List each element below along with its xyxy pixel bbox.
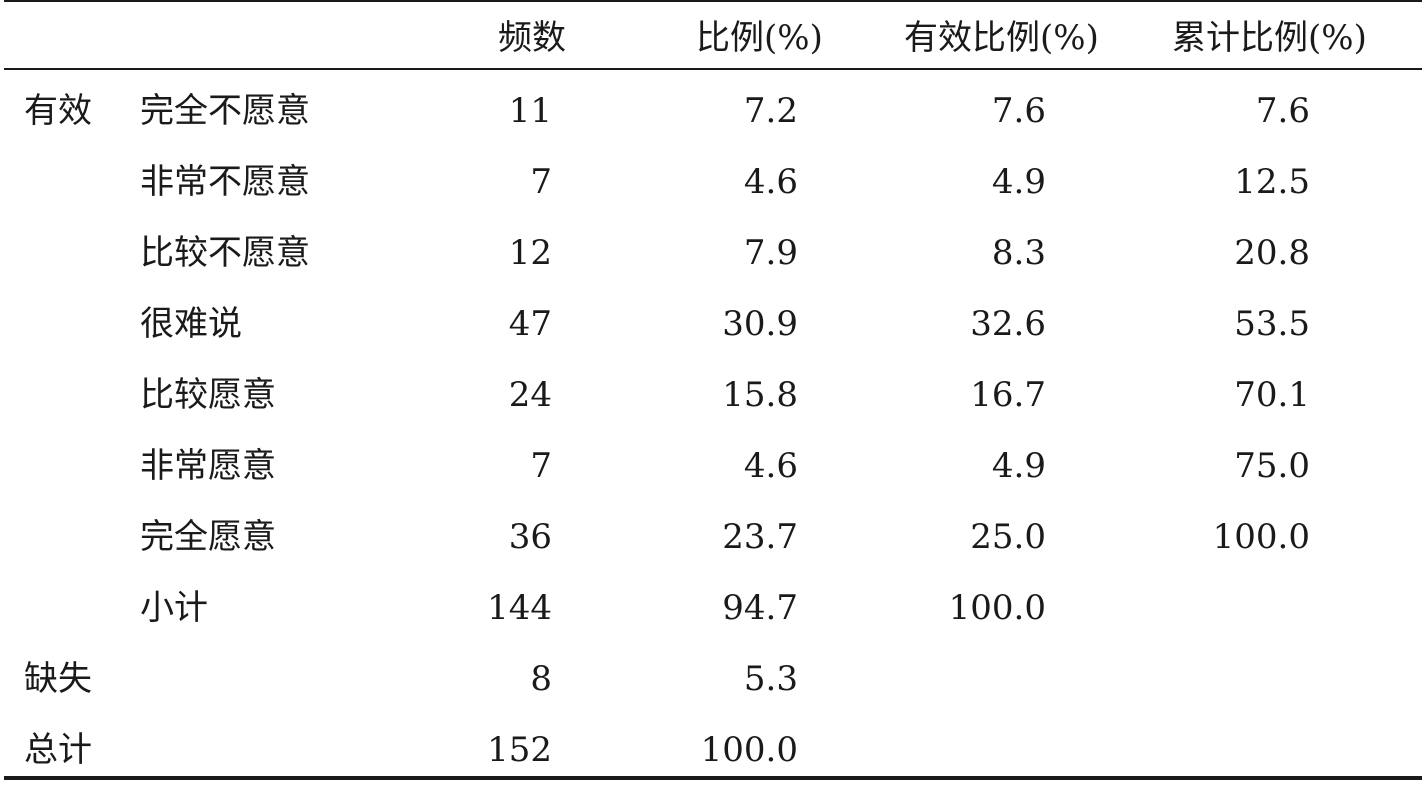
row-cumulative-percent: 100.0: [1212, 517, 1310, 557]
row-group: 有效: [24, 91, 92, 131]
row-label: 很难说: [140, 304, 242, 344]
row-percent: 23.7: [722, 517, 798, 557]
row-label: 完全不愿意: [140, 91, 310, 131]
row-label: 小计: [140, 588, 208, 628]
row-percent: 7.9: [743, 233, 798, 273]
row-valid-percent: 100.0: [948, 588, 1046, 628]
row-valid-percent: 4.9: [991, 446, 1046, 486]
row-percent: 7.2: [743, 91, 798, 131]
table-row-subtotal: 小计 144 94.7 100.0: [4, 574, 1422, 645]
row-freq: 36: [508, 517, 552, 557]
table-header-rule: [4, 68, 1422, 70]
table-row: 很难说 47 30.9 32.6 53.5: [4, 290, 1422, 361]
table-header-row: 频数 比例(%) 有效比例(%) 累计比例(%): [4, 10, 1422, 68]
row-cumulative-percent: 20.8: [1234, 233, 1310, 273]
row-valid-percent: 8.3: [991, 233, 1046, 273]
header-percent: 比例(%): [696, 18, 823, 58]
row-valid-percent: 7.6: [991, 91, 1046, 131]
table-row: 完全愿意 36 23.7 25.0 100.0: [4, 503, 1422, 574]
row-freq: 8: [530, 659, 552, 699]
header-cumulative-percent: 累计比例(%): [1172, 18, 1367, 58]
row-percent: 4.6: [743, 162, 798, 202]
row-cumulative-percent: 70.1: [1234, 375, 1310, 415]
table-bottom-rule: [4, 776, 1422, 780]
row-cumulative-percent: 7.6: [1255, 91, 1310, 131]
row-label: 非常愿意: [140, 446, 276, 486]
header-valid-percent: 有效比例(%): [904, 18, 1099, 58]
row-group: 缺失: [24, 659, 92, 699]
row-cumulative-percent: 12.5: [1234, 162, 1310, 202]
table-body: 有效 完全不愿意 11 7.2 7.6 7.6 非常不愿意 7 4.6 4.9 …: [4, 77, 1422, 787]
row-label: 比较不愿意: [140, 233, 310, 273]
row-freq: 47: [508, 304, 552, 344]
row-freq: 144: [487, 588, 552, 628]
row-valid-percent: 4.9: [991, 162, 1046, 202]
row-cumulative-percent: 75.0: [1234, 446, 1310, 486]
row-percent: 4.6: [743, 446, 798, 486]
row-percent: 94.7: [722, 588, 798, 628]
row-freq: 7: [530, 446, 552, 486]
row-freq: 7: [530, 162, 552, 202]
row-group: 总计: [24, 730, 92, 770]
table-row-total: 总计 152 100.0: [4, 716, 1422, 787]
row-valid-percent: 25.0: [970, 517, 1046, 557]
row-percent: 15.8: [722, 375, 798, 415]
row-freq: 12: [508, 233, 552, 273]
row-label: 比较愿意: [140, 375, 276, 415]
row-percent: 30.9: [722, 304, 798, 344]
table-row: 比较愿意 24 15.8 16.7 70.1: [4, 361, 1422, 432]
table-row-missing: 缺失 8 5.3: [4, 645, 1422, 716]
row-percent: 100.0: [700, 730, 798, 770]
table-row: 比较不愿意 12 7.9 8.3 20.8: [4, 219, 1422, 290]
row-percent: 5.3: [743, 659, 798, 699]
row-freq: 152: [487, 730, 552, 770]
row-label: 完全愿意: [140, 517, 276, 557]
table-row: 有效 完全不愿意 11 7.2 7.6 7.6: [4, 77, 1422, 148]
table-top-rule: [4, 0, 1422, 2]
row-label: 非常不愿意: [140, 162, 310, 202]
row-freq: 11: [508, 91, 552, 131]
header-freq: 频数: [498, 18, 566, 58]
row-valid-percent: 32.6: [970, 304, 1046, 344]
table-row: 非常不愿意 7 4.6 4.9 12.5: [4, 148, 1422, 219]
row-cumulative-percent: 53.5: [1234, 304, 1310, 344]
row-valid-percent: 16.7: [970, 375, 1046, 415]
table-row: 非常愿意 7 4.6 4.9 75.0: [4, 432, 1422, 503]
row-freq: 24: [508, 375, 552, 415]
